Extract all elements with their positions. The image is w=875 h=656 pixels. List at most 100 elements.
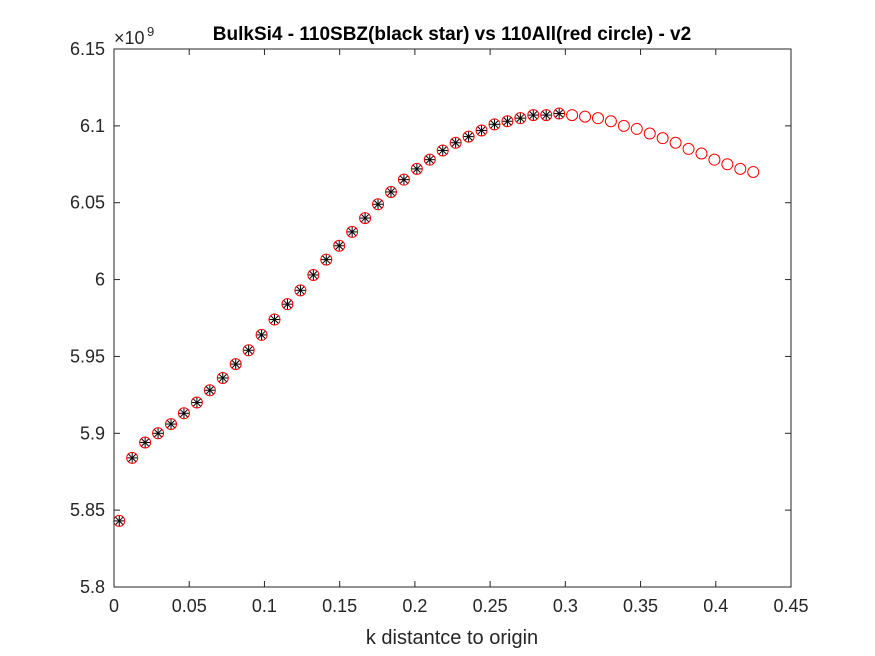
data-point-circle (139, 436, 152, 449)
data-point-star (217, 372, 228, 383)
data-point-circle (475, 124, 488, 137)
data-point-circle (527, 109, 540, 122)
data-point-circle (708, 153, 721, 166)
data-point-star (347, 226, 358, 237)
data-point-star (243, 345, 254, 356)
data-point-circle (436, 144, 449, 157)
data-point-star (282, 299, 293, 310)
data-point-circle (579, 110, 592, 123)
data-point-star (178, 408, 189, 419)
x-tick-label: 0.2 (402, 596, 427, 616)
y-tick-label: 6 (95, 270, 105, 290)
data-point-circle (165, 418, 178, 431)
data-point-circle (553, 107, 566, 120)
x-tick-label: 0.45 (773, 596, 808, 616)
data-point-star (127, 452, 138, 463)
data-point-star (463, 131, 474, 142)
data-point-circle (734, 162, 747, 175)
data-point-star (360, 213, 371, 224)
data-point-circle (410, 162, 423, 175)
x-tick-label: 0 (109, 596, 119, 616)
data-point-circle (384, 185, 397, 198)
data-point-circle (333, 239, 346, 252)
data-point-star (204, 385, 215, 396)
data-point-circle (320, 253, 333, 266)
data-point-star (515, 113, 526, 124)
data-point-star (373, 199, 384, 210)
data-point-circle (126, 451, 139, 464)
data-point-star (437, 145, 448, 156)
data-point-star (411, 163, 422, 174)
data-point-star (489, 119, 500, 130)
data-point-circle (281, 298, 294, 311)
y-tick-label: 6.15 (70, 39, 105, 59)
y-tick-label: 5.95 (70, 346, 105, 366)
data-point-circle (682, 142, 695, 155)
data-point-star (295, 285, 306, 296)
data-point-circle (656, 132, 669, 145)
data-point-star (191, 397, 202, 408)
data-point-star (398, 174, 409, 185)
data-point-circle (630, 122, 643, 135)
data-point-circle (307, 268, 320, 281)
data-point-star (308, 269, 319, 280)
data-point-star (153, 428, 164, 439)
data-point-star (502, 116, 513, 127)
data-point-circle (747, 165, 760, 178)
data-point-circle (294, 284, 307, 297)
data-point-star (334, 240, 345, 251)
y-tick-label: 6.1 (80, 116, 105, 136)
data-point-circle (488, 118, 501, 131)
data-point-star (321, 254, 332, 265)
data-point-circle (591, 112, 604, 125)
data-point-circle (203, 384, 216, 397)
markers-layer (113, 107, 760, 527)
data-point-star (541, 110, 552, 121)
data-point-circle (721, 158, 734, 171)
y-tick-label: 5.9 (80, 423, 105, 443)
x-tick-label: 0.1 (252, 596, 277, 616)
data-point-circle (372, 198, 385, 211)
data-point-circle (268, 313, 281, 326)
x-tick-label: 0.15 (322, 596, 357, 616)
x-tick-label: 0.4 (703, 596, 728, 616)
data-point-circle (643, 127, 656, 140)
data-point-circle (359, 212, 372, 225)
plot-area (114, 49, 791, 587)
data-point-star (424, 154, 435, 165)
data-point-circle (152, 427, 165, 440)
data-point-circle (346, 225, 359, 238)
y-tick-label: 5.8 (80, 577, 105, 597)
data-point-star (528, 110, 539, 121)
data-point-star (476, 125, 487, 136)
data-point-circle (669, 136, 682, 149)
data-point-circle (566, 109, 579, 122)
data-point-circle (397, 173, 410, 186)
chart-title: BulkSi4 - 110SBZ(black star) vs 110All(r… (213, 24, 691, 45)
y-exponent-power: 9 (147, 24, 154, 39)
data-point-star (166, 419, 177, 430)
data-point-circle (177, 407, 190, 420)
data-point-circle (449, 136, 462, 149)
x-tick-label: 0.3 (553, 596, 578, 616)
data-point-circle (229, 358, 242, 371)
y-tick-label: 6.05 (70, 193, 105, 213)
data-point-circle (255, 328, 268, 341)
data-point-circle (190, 396, 203, 409)
data-point-star (114, 515, 125, 526)
x-tick-label: 0.05 (172, 596, 207, 616)
data-point-circle (540, 109, 553, 122)
y-axis: 5.8 5.85 5.9 5.95 6 6.05 6.1 6.15 (70, 39, 791, 597)
data-point-star (256, 329, 267, 340)
x-axis-label: k distantce to origin (366, 627, 538, 649)
x-tick-label: 0.25 (473, 596, 508, 616)
data-point-circle (216, 371, 229, 384)
data-point-circle (514, 112, 527, 125)
data-point-star (554, 108, 565, 119)
data-point-star (385, 186, 396, 197)
data-point-circle (462, 130, 475, 143)
x-axis: 0 0.05 0.1 0.15 0.2 0.25 0.3 0.35 0.4 0.45 (109, 49, 809, 616)
plot-frame (113, 48, 792, 588)
data-point-circle (604, 115, 617, 128)
